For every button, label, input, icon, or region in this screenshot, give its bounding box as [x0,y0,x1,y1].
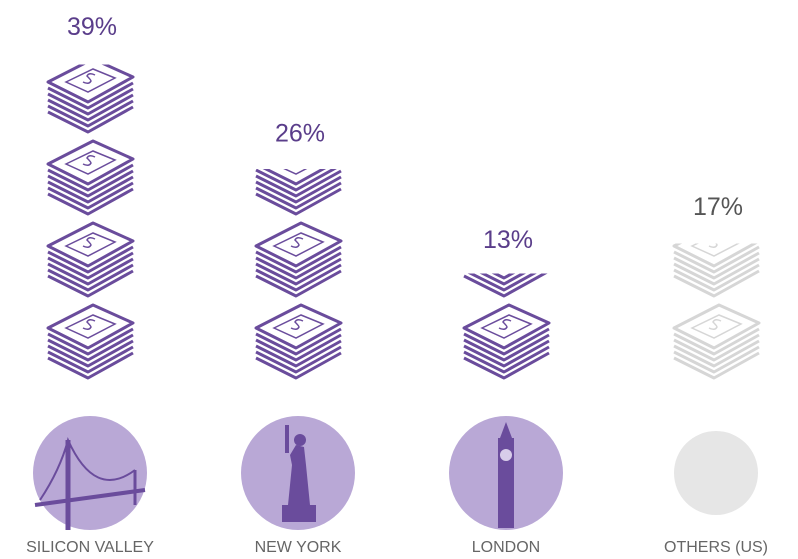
value-label: 13% [483,226,533,254]
landmark-new-york [241,416,355,530]
category-label: SILICON VALLEY [26,539,154,556]
money-stack [462,273,551,380]
money-stack [254,169,343,380]
category-label: LONDON [472,539,540,556]
category-label: NEW YORK [255,539,342,556]
value-label: 17% [693,193,743,221]
value-label: 26% [275,119,325,147]
money-stack [46,64,135,380]
landmark-silicon-valley [33,416,147,530]
landmark-others [674,431,758,515]
landmark-london [449,416,563,530]
value-label: 39% [67,13,117,41]
category-label: OTHERS (US) [664,539,768,556]
money-stack [672,243,761,380]
